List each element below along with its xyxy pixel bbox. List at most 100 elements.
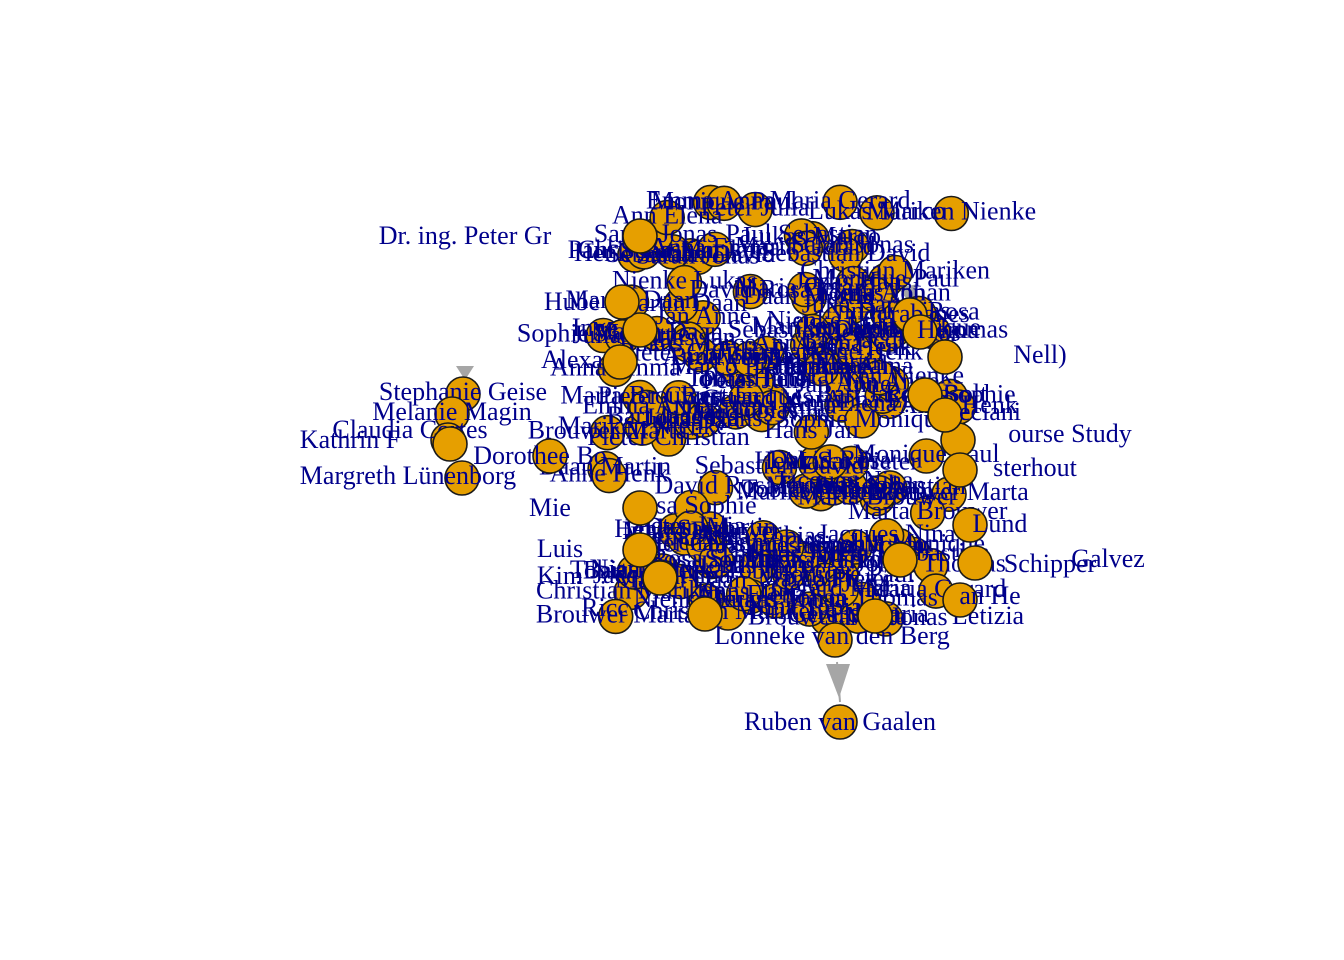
node-label: Sarah Jonas [636, 240, 759, 269]
node-label: Gerard Maria [771, 573, 912, 602]
node-label: Emma Anna [784, 351, 914, 380]
node [787, 230, 824, 267]
node-lonneke-van-den-berg-label: Lonneke van den Berg [714, 621, 950, 650]
node-label: Hans Jan [764, 415, 859, 444]
node-label: Paul Sebastian [725, 219, 877, 248]
node-label: Ann Elena [787, 388, 898, 417]
node [732, 273, 769, 310]
node-label: Maria Gerard [770, 185, 911, 214]
node-label: Julia Bart [641, 405, 742, 434]
node-hema-circle [902, 314, 938, 350]
node-eciani-circle [927, 397, 963, 433]
node-label: Sebastian David [728, 314, 898, 343]
node-label: Daan Martin [645, 512, 777, 541]
node-kim-circle [642, 560, 678, 596]
node-label: Peter Julia [700, 193, 809, 222]
node-sterhout-label: sterhout [993, 453, 1078, 482]
node-label: Marco Pieter [758, 563, 893, 592]
node-dorothee-bo-circle [532, 438, 568, 474]
node-label: Nina Tobias [673, 395, 799, 424]
node-label: Marta Brouwer [560, 381, 720, 410]
node-label: Pieter Christian [587, 422, 749, 451]
node-ricc-circle [687, 596, 723, 632]
node-label: Christian Mariken [536, 575, 726, 604]
node-letizia-circle [857, 598, 893, 634]
node-label: Maria Gerard [735, 272, 876, 301]
edge-arrowhead [826, 664, 850, 698]
node [771, 554, 808, 591]
node-lund-label: Lund [973, 509, 1028, 538]
node-label: Tobias Peter [725, 556, 854, 585]
node-label: Brouwer Marta [536, 599, 696, 628]
node-label: Jonas Hans [794, 266, 912, 295]
node [725, 575, 762, 612]
node-label: Jan Anne [773, 352, 869, 381]
node-label: Anne Henk [550, 459, 669, 488]
node-label: Daan Martin [743, 281, 875, 310]
node [685, 402, 722, 439]
node-ourse-study-label: ourse Study [1008, 419, 1132, 448]
node-label: Anna Emma [663, 341, 794, 370]
node [793, 414, 830, 450]
node [791, 591, 828, 627]
node-label: Tobias Peter [686, 363, 815, 392]
node [859, 195, 895, 231]
node-luis-label: Luis [537, 534, 583, 563]
node [857, 276, 894, 313]
node-label: Christian Mariken [633, 596, 823, 625]
node-label: Thomas Johan [800, 278, 951, 307]
node-label: Peter Julia [782, 569, 891, 598]
node-dr-peter-label: Dr. ing. Peter Gr [379, 221, 552, 250]
node-label: Thomas Johan [775, 470, 926, 499]
node-label: Ann Elena [752, 328, 863, 357]
node [823, 572, 860, 608]
node-label: Gerard Maria [702, 384, 843, 413]
node-kathrin-f-circle [432, 426, 468, 462]
node-schipper-circle [882, 542, 918, 578]
node [794, 313, 831, 350]
node-label: Anne Henk [804, 337, 923, 366]
node [908, 438, 945, 474]
node [909, 495, 946, 531]
node [861, 359, 898, 396]
node-label: Julia Bart [802, 290, 903, 319]
node-label: Anna Emma [650, 232, 781, 261]
node-an-he-label: an He [959, 581, 1020, 610]
node-galvez-circle [957, 545, 993, 581]
node [670, 326, 706, 363]
node-label: Peter Julia [702, 365, 811, 394]
edge-arrowhead [456, 366, 474, 380]
node-label: Jonas Hans [645, 403, 763, 432]
node-label: Thomas Johan [717, 539, 868, 568]
node-luis-circle [622, 532, 658, 568]
node-eciani-label: eciani [959, 397, 1021, 426]
node-schipper-label: Schipper [1004, 549, 1097, 578]
node [861, 474, 898, 511]
node [728, 380, 765, 417]
node-label: Jan Anne [655, 301, 751, 330]
node-label: Monique Paul [812, 264, 959, 293]
node-label: Jonas Hans [688, 364, 806, 393]
node-label: Lukas Marco [808, 196, 946, 225]
node-label: Brouwer Marta [670, 342, 830, 371]
node [628, 389, 665, 426]
node-label: Nina Tobias [700, 521, 826, 550]
node [666, 264, 703, 301]
node [591, 457, 627, 494]
node-label: Sarah Jonas [790, 230, 913, 259]
node-melanie-magin-label: Melanie Magin [372, 397, 532, 426]
node-label: Mariken Nienke [558, 411, 728, 440]
node-ruben-van-gaalen-label: Ruben van Gaalen [744, 707, 936, 736]
node-label: Henk Sarah [754, 446, 876, 475]
node-label: Jacques Nina [818, 519, 956, 548]
node-label: Emma Anna [582, 390, 712, 419]
node-label: Christian Mariken [578, 235, 768, 264]
node-label: Marco Pieter [784, 446, 919, 475]
node-nell-label: Nell) [1013, 340, 1066, 369]
node-label: Gerard Maria [705, 584, 846, 613]
node-label: Marta Brouwer [797, 481, 957, 510]
node-label: Nienke Lukas [612, 266, 757, 295]
node-label: Lukas Marco [743, 222, 881, 251]
node-inge-circle [622, 312, 658, 348]
